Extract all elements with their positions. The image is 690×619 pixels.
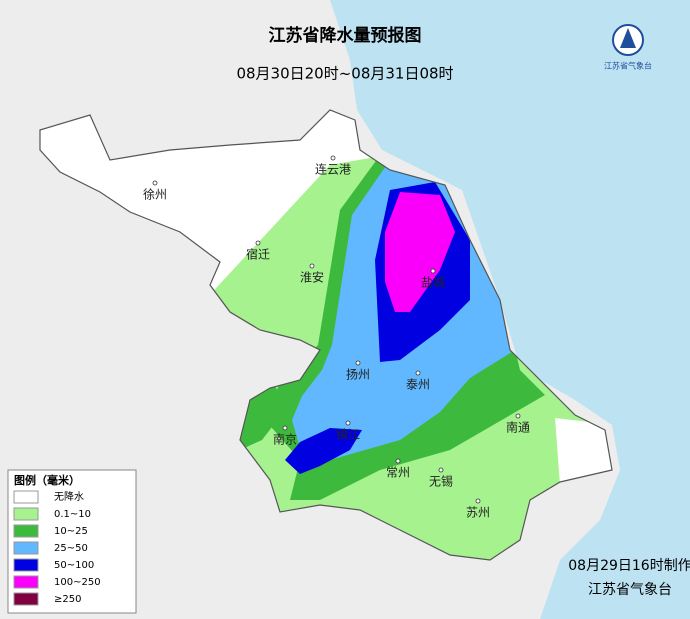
legend-swatch <box>13 575 39 589</box>
city-dot <box>515 413 521 419</box>
legend-swatch <box>13 592 39 606</box>
legend-label: 0.1~10 <box>54 509 91 520</box>
city-label: 泰州 <box>406 378 430 392</box>
city-dot <box>255 240 261 246</box>
city-dot <box>430 268 436 274</box>
legend-swatch <box>13 541 39 555</box>
city-label: 盐城 <box>421 276 445 290</box>
issuer: 江苏省气象台 <box>588 582 672 598</box>
city-label: 镇江 <box>336 428 360 442</box>
legend-label: 10~25 <box>54 526 88 537</box>
city-dot <box>345 420 351 426</box>
legend-title: 图例（毫米） <box>14 473 80 487</box>
legend-swatch <box>13 490 39 504</box>
title: 江苏省降水量预报图 <box>269 25 422 46</box>
legend-label: 无降水 <box>54 490 84 503</box>
logo-icon <box>620 28 636 48</box>
city-dot <box>309 263 315 269</box>
legend-swatch <box>13 524 39 538</box>
city-dot <box>395 458 401 464</box>
legend-label: ≥250 <box>54 594 81 605</box>
city-dot <box>355 360 361 366</box>
city-dot <box>330 155 336 161</box>
zone-rainstorm <box>285 428 362 474</box>
legend-label: 25~50 <box>54 543 88 554</box>
city-dot <box>152 180 158 186</box>
made-time: 08月29日16时制作 <box>568 558 690 574</box>
city-label: 徐州 <box>143 187 167 202</box>
city-dot <box>438 467 444 473</box>
city-label: 苏州 <box>466 506 490 520</box>
city-dot <box>415 370 421 376</box>
legend-swatch <box>13 558 39 572</box>
legend-label: 100~250 <box>54 577 101 588</box>
city-label: 淮安 <box>300 270 324 285</box>
logo-text: 江苏省气象台 <box>604 61 652 71</box>
sea <box>330 0 690 619</box>
zone-moderate <box>240 385 285 450</box>
city-label: 南通 <box>506 420 530 435</box>
legend-swatch <box>13 507 39 521</box>
city-label: 宿迁 <box>246 247 270 262</box>
city-label: 南京 <box>273 432 297 447</box>
city-label: 连云港 <box>315 162 351 177</box>
zone-torrential <box>385 192 455 312</box>
city-label: 扬州 <box>346 367 370 382</box>
legend-label: 50~100 <box>54 560 94 571</box>
city-label: 常州 <box>386 466 410 480</box>
subtitle: 08月30日20时~08月31日08时 <box>236 65 453 83</box>
zone-none <box>555 418 612 485</box>
city-label: 无锡 <box>429 474 453 489</box>
city-dot <box>282 425 288 431</box>
city-dot <box>475 498 481 504</box>
